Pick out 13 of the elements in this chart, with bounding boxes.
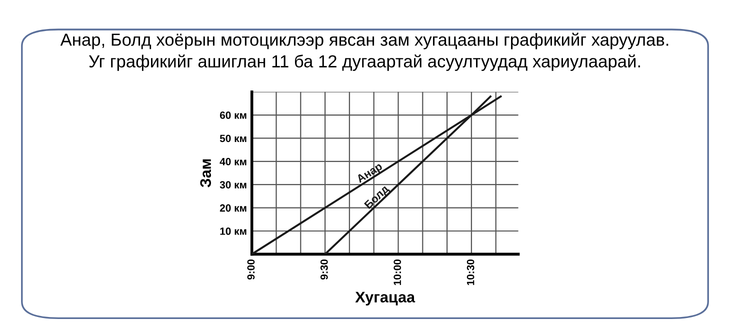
chart-title: Анар, Болд хоёрын мотоциклээр явсан зам хугацааны графикийг харуулав. Уг графикийг ашиглан 11 ба 12 дугаартай асуултуудад хариулаарай.: [60, 32, 668, 71]
y-tick-label: 10 км: [220, 228, 246, 235]
x-axis-title: Хугацаа: [355, 292, 416, 306]
x-tick-label: 10:00: [394, 259, 402, 286]
x-tick-label: 9:00: [247, 259, 255, 280]
y-tick-label: 50 км: [220, 134, 246, 142]
y-tick-label: 40 км: [220, 158, 246, 166]
y-tick-label: 30 км: [220, 181, 246, 189]
x-tick-label: 10:30: [466, 259, 474, 286]
y-tick-label: 60 км: [220, 112, 246, 119]
y-axis-title: Зам: [200, 159, 212, 188]
x-tick-label: 9:30: [320, 259, 328, 280]
y-tick-label: 20 км: [220, 204, 246, 212]
